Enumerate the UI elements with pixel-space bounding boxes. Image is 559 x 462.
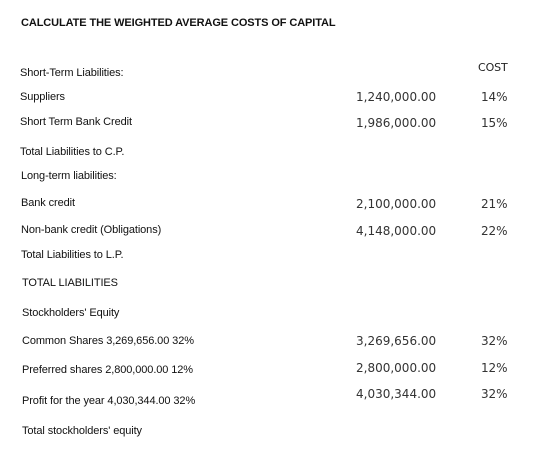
common-shares-amount: 3,269,656.00 <box>356 334 437 348</box>
total-long-term-label: Total Liabilities to L.P. <box>21 249 124 261</box>
non-bank-credit-label: Non-bank credit (Obligations) <box>21 224 162 236</box>
total-short-term-label: Total Liabilities to C.P. <box>20 146 125 158</box>
preferred-shares-label: Preferred shares 2,800,000.00 12% <box>22 364 193 376</box>
total-equity-label: Total stockholders' equity <box>22 425 142 437</box>
long-term-heading: Long-term liabilities: <box>21 170 117 182</box>
non-bank-credit-amount: 4,148,000.00 <box>356 224 437 238</box>
common-shares-label: Common Shares 3,269,656.00 32% <box>22 335 194 347</box>
short-term-bank-credit-cost: 15% <box>481 116 508 130</box>
profit-for-year-label: Profit for the year 4,030,344.00 32% <box>22 395 196 407</box>
non-bank-credit-cost: 22% <box>481 224 508 238</box>
preferred-shares-cost: 12% <box>481 361 508 375</box>
preferred-shares-amount: 2,800,000.00 <box>356 361 437 375</box>
short-term-bank-credit-label: Short Term Bank Credit <box>20 116 132 128</box>
short-term-bank-credit-amount: 1,986,000.00 <box>356 116 437 130</box>
equity-heading: Stockholders' Equity <box>22 307 120 319</box>
suppliers-cost: 14% <box>481 90 508 104</box>
suppliers-label: Suppliers <box>20 91 65 103</box>
common-shares-cost: 32% <box>481 334 508 348</box>
page-title: CALCULATE THE WEIGHTED AVERAGE COSTS OF … <box>21 17 336 29</box>
cost-column-header: COST <box>478 61 508 74</box>
long-term-bank-credit-cost: 21% <box>481 197 508 211</box>
long-term-bank-credit-label: Bank credit <box>21 197 75 209</box>
short-term-heading: Short-Term Liabilities: <box>20 67 124 79</box>
total-liabilities-label: TOTAL LIABILITIES <box>22 277 118 289</box>
profit-for-year-cost: 32% <box>481 387 508 401</box>
long-term-bank-credit-amount: 2,100,000.00 <box>356 197 437 211</box>
suppliers-amount: 1,240,000.00 <box>356 90 437 104</box>
profit-for-year-amount: 4,030,344.00 <box>356 387 437 401</box>
